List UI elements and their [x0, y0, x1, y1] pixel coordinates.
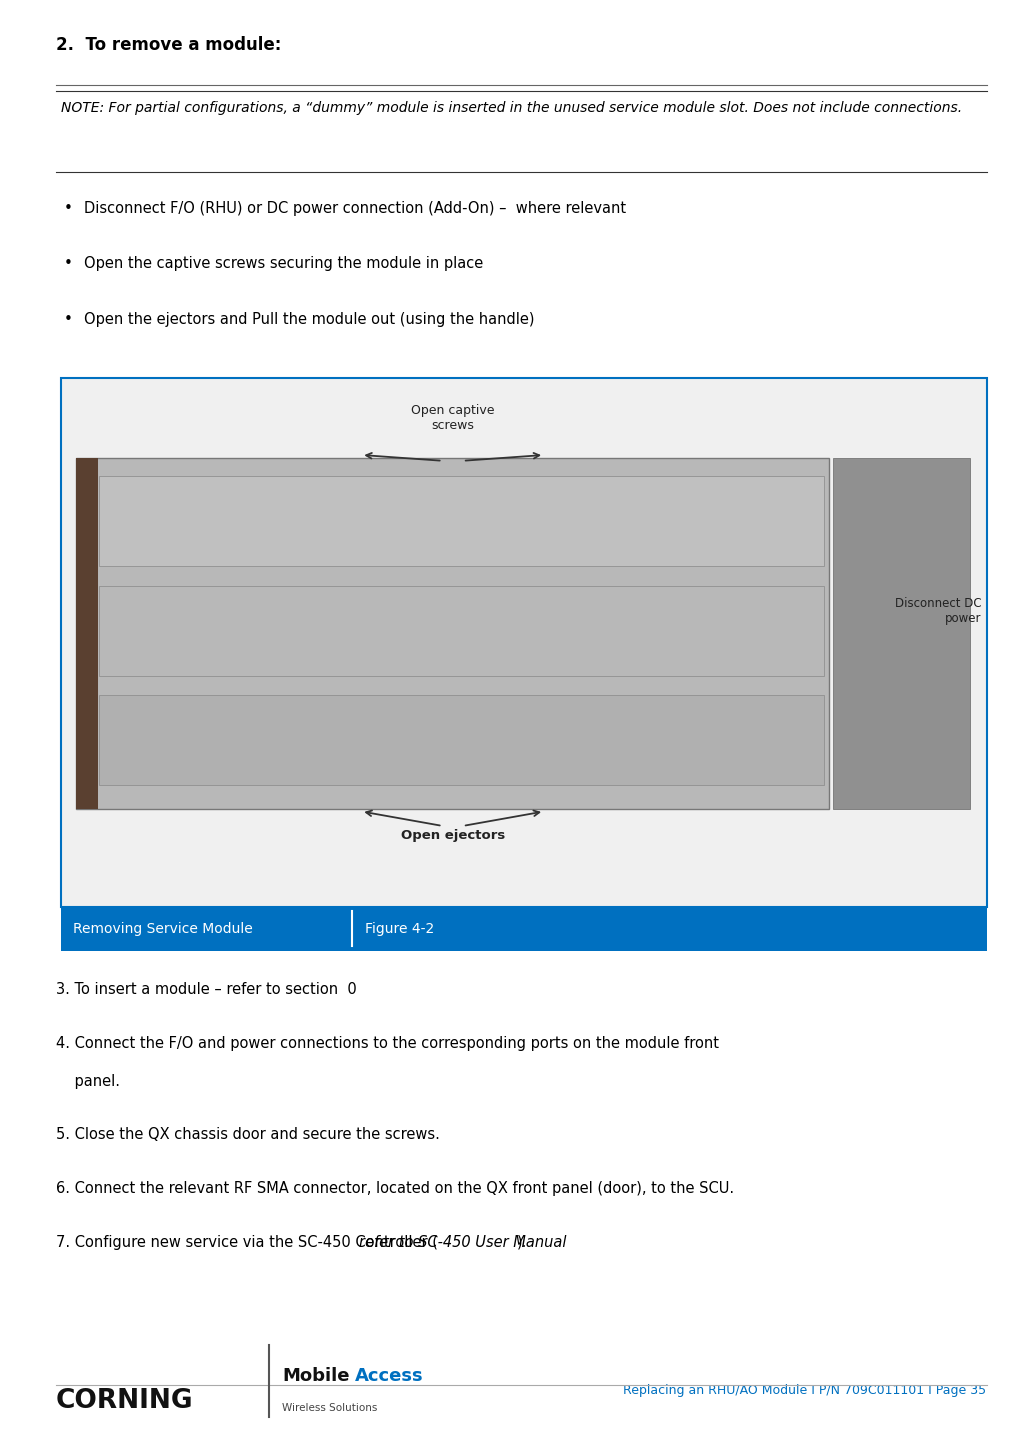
Text: ).: ). [517, 1235, 527, 1249]
Text: •: • [64, 256, 73, 271]
FancyBboxPatch shape [76, 458, 829, 809]
Text: •: • [64, 312, 73, 326]
FancyBboxPatch shape [99, 477, 824, 567]
Text: refer to SC-450 User Manual: refer to SC-450 User Manual [359, 1235, 566, 1249]
Text: Wireless Solutions: Wireless Solutions [282, 1403, 378, 1413]
Text: Disconnect F/O (RHU) or DC power connection (Add-On) –  where relevant: Disconnect F/O (RHU) or DC power connect… [84, 201, 626, 216]
FancyBboxPatch shape [99, 585, 824, 675]
Text: 4. Connect the F/O and power connections to the corresponding ports on the modul: 4. Connect the F/O and power connections… [56, 1036, 719, 1051]
Text: 2.  To remove a module:: 2. To remove a module: [56, 36, 281, 54]
Text: 6. Connect the relevant RF SMA connector, located on the QX front panel (door), : 6. Connect the relevant RF SMA connector… [56, 1181, 734, 1195]
Text: NOTE: For partial configurations, a “dummy” module is inserted in the unused ser: NOTE: For partial configurations, a “dum… [61, 101, 962, 116]
Text: Mobile: Mobile [282, 1368, 350, 1385]
Text: Open captive
screws: Open captive screws [411, 404, 494, 432]
Text: 7. Configure new service via the SC-450 Controller (: 7. Configure new service via the SC-450 … [56, 1235, 437, 1249]
FancyBboxPatch shape [76, 458, 98, 809]
Text: Access: Access [355, 1368, 424, 1385]
Text: 5. Close the QX chassis door and secure the screws.: 5. Close the QX chassis door and secure … [56, 1127, 439, 1142]
Text: panel.: panel. [56, 1074, 120, 1088]
Text: Removing Service Module: Removing Service Module [73, 922, 253, 936]
FancyBboxPatch shape [61, 907, 987, 951]
FancyBboxPatch shape [99, 696, 824, 785]
Text: Open ejectors: Open ejectors [401, 829, 504, 842]
Text: Figure 4-2: Figure 4-2 [364, 922, 434, 936]
Text: 3. To insert a module – refer to section  0: 3. To insert a module – refer to section… [56, 982, 356, 997]
Text: Replacing an RHU/AO Module I P/N 709C011101 I Page 35: Replacing an RHU/AO Module I P/N 709C011… [623, 1384, 987, 1397]
Text: Open the ejectors and Pull the module out (using the handle): Open the ejectors and Pull the module ou… [84, 312, 535, 326]
FancyBboxPatch shape [833, 458, 970, 809]
Text: •: • [64, 201, 73, 216]
Text: CORNING: CORNING [56, 1388, 194, 1414]
FancyBboxPatch shape [61, 378, 987, 907]
Text: Disconnect DC
power: Disconnect DC power [895, 597, 982, 626]
Text: Open the captive screws securing the module in place: Open the captive screws securing the mod… [84, 256, 483, 271]
